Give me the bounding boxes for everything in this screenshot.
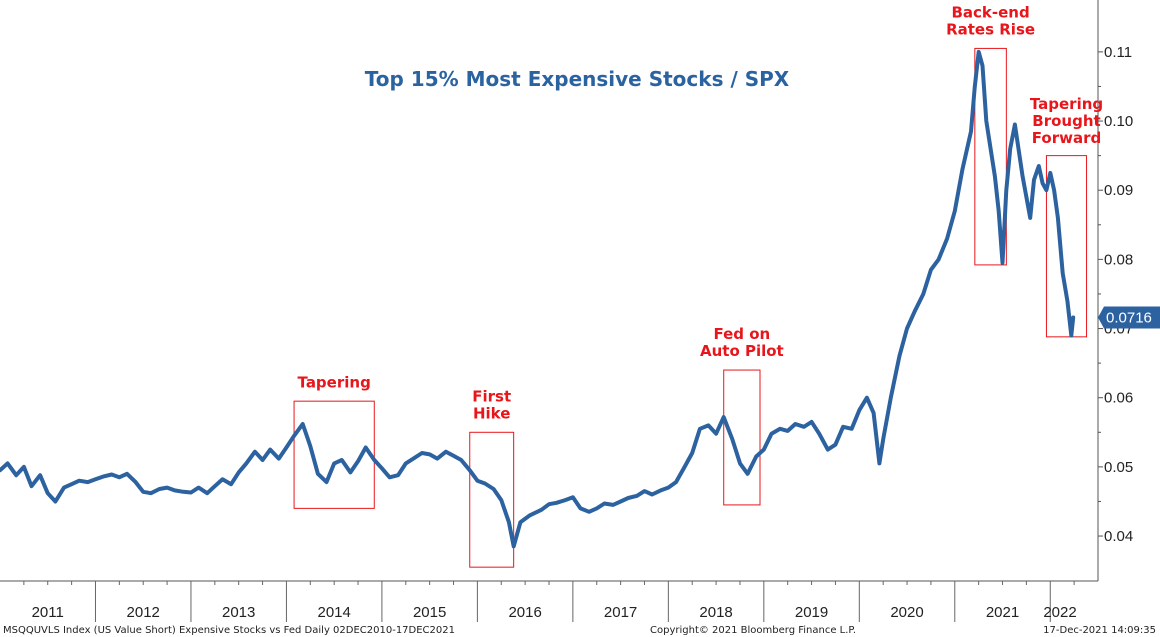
chart-title: Top 15% Most Expensive Stocks / SPX: [365, 67, 790, 91]
y-tick-label: 0.06: [1104, 390, 1133, 407]
annotation-label: Auto Pilot: [700, 342, 784, 360]
y-tick-label: 0.08: [1104, 251, 1133, 268]
x-axis: 2011 2012 2013 2014 2015 2016 2017 2018 2019 2020…: [0, 580, 1098, 622]
series-layer: [0, 49, 1076, 549]
last-value-tag: 0.0716: [1098, 306, 1160, 329]
annotation-label: Fed on: [713, 325, 770, 343]
x-tick-label: 2015: [413, 604, 446, 621]
y-tick-label: 0.11: [1104, 44, 1132, 61]
annotation-box: [723, 369, 761, 506]
x-tick-label: 2020: [890, 604, 923, 621]
annotation-label: Brought: [1032, 112, 1100, 130]
x-tick-label: 2012: [127, 604, 160, 621]
x-tick-label: 2017: [604, 604, 637, 621]
footer: MSQQUVLS Index (US Value Short) Expensiv…: [3, 625, 1156, 636]
y-tick-label: 0.10: [1104, 113, 1133, 130]
x-tick-label: 2014: [317, 604, 350, 621]
y-tick-label: 0.04: [1104, 528, 1133, 545]
x-tick-label: 2019: [795, 604, 828, 621]
annotation-box: [1045, 155, 1088, 338]
x-tick-label: 2011: [32, 604, 64, 621]
y-tick-label: 0.05: [1104, 459, 1133, 476]
x-tick-label: 2022: [1043, 604, 1076, 621]
annotation-box: [469, 431, 515, 568]
x-tick-label: 2018: [699, 604, 732, 621]
annotation-label: Rates Rise: [946, 21, 1035, 39]
annotation-box: [293, 400, 375, 509]
annotation-box: [974, 47, 1007, 266]
series-line: [0, 49, 1076, 549]
annotation-label: Tapering: [298, 373, 371, 391]
last-value-label: 0.0716: [1106, 309, 1152, 326]
x-tick-label: 2021: [986, 604, 1019, 621]
annotation-label: First: [472, 387, 511, 405]
footer-source: MSQQUVLS Index (US Value Short) Expensiv…: [3, 625, 455, 636]
annotation-label: Hike: [473, 404, 510, 422]
y-tick-label: 0.09: [1104, 182, 1133, 199]
footer-copyright: Copyright© 2021 Bloomberg Finance L.P.: [650, 625, 856, 636]
footer-timestamp: 17-Dec-2021 14:09:35: [1043, 625, 1156, 636]
y-axis: 0.040.050.060.070.080.090.100.11: [1097, 0, 1133, 581]
annotation-label: Forward: [1032, 129, 1101, 147]
annotation-label: Back-end: [951, 4, 1029, 22]
last-value-badge: [1098, 306, 1160, 329]
annotation-label: Tapering: [1030, 95, 1103, 113]
x-tick-label: 2013: [222, 604, 255, 621]
x-tick-label: 2016: [508, 604, 541, 621]
